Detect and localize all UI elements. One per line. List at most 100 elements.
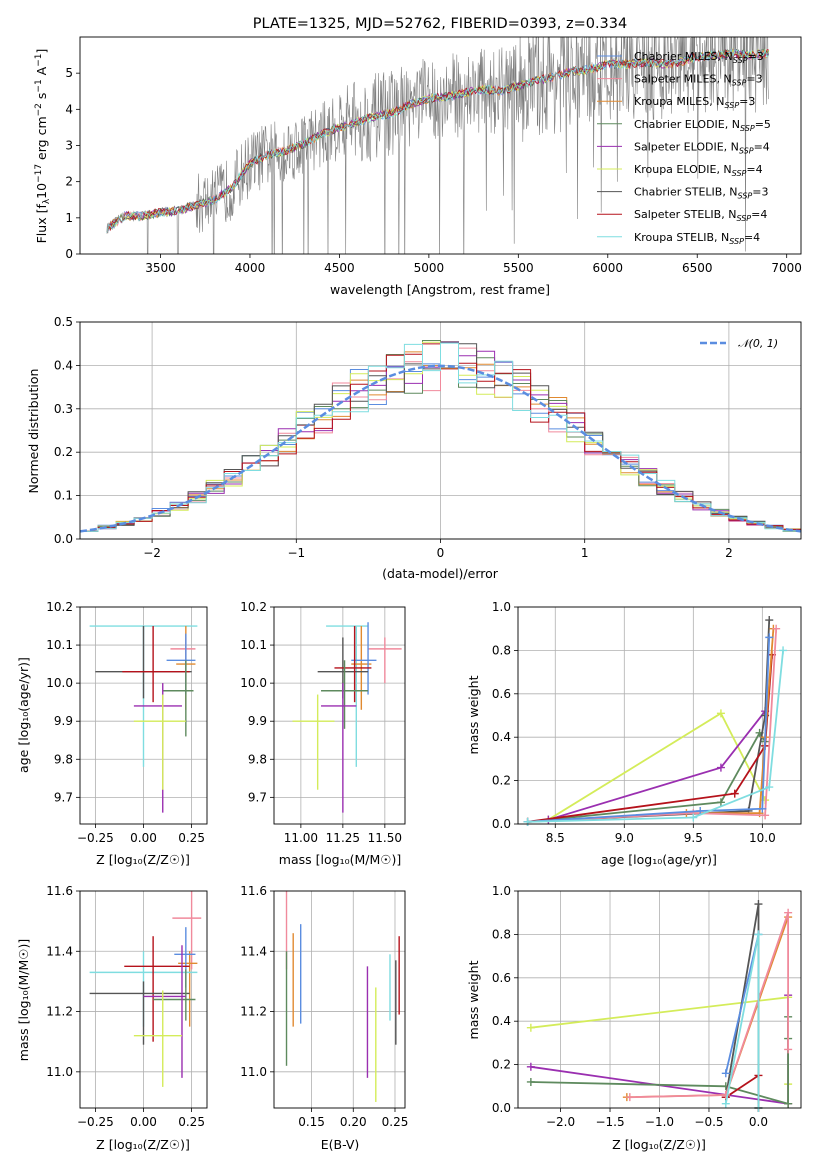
massweight-vs-Z-marker-salpeter-miles (784, 1045, 793, 1054)
mass-vs-Z-ylabel: mass [log₁₀(M/M☉)] (16, 939, 31, 1061)
residuals-panel: −2 −1 0 1 2 0.0 0.1 0.2 0.3 0.4 0.5 (data-model)/e… (26, 315, 802, 581)
spectrum-ytick-label: 3 (65, 139, 73, 153)
massweight-vs-Z-marker-salpeter-miles (721, 1090, 730, 1099)
spectrum-xtick-label: 4000 (235, 261, 266, 275)
residuals-frame (79, 321, 802, 540)
spectrum-xtick-label: 6000 (593, 261, 624, 275)
massweight-vs-Z-xtick-label: 0.0 (749, 1115, 768, 1129)
spectrum-title: PLATE=1325, MJD=52762, FIBERID=0393, z=0… (253, 16, 627, 32)
massweight-vs-age-line-kroupa-miles (527, 628, 775, 823)
massweight-vs-Z-marker-chabrier-elodie (526, 1077, 535, 1086)
massweight-vs-age-marker-chabrier-stelib (765, 616, 774, 625)
massweight-vs-age-ytick-label: 0.2 (492, 774, 511, 788)
massweight-vs-Z-ytick-label: 0.6 (492, 971, 511, 985)
massweight-vs-age-ytick-label: 0.6 (492, 687, 511, 701)
mass-vs-Z-ytick-label: 11.0 (46, 1065, 73, 1079)
normal-legend-label: 𝒩(0, 1) (738, 337, 778, 350)
age-vs-Z-xtick-label: 0.25 (178, 831, 205, 845)
massweight-vs-age-xlabel: age [log₁₀(age/yr)] (601, 852, 717, 867)
massweight-vs-age-ytick-label: 1.0 (492, 600, 511, 614)
legend-label-chabrier-miles: Chabrier MILES, NSSP=3 (634, 50, 764, 65)
spectrum-ytick-label: 1 (65, 211, 73, 225)
spectrum-ytick-label: 2 (65, 175, 73, 189)
massweight-vs-age-marker-kroupa-stelib (779, 646, 788, 655)
spectrum-xtick-label: 5000 (414, 261, 445, 275)
massweight-vs-Z-xtick-label: −1.0 (645, 1115, 674, 1129)
massweight-vs-Z-xlabel: Z [log₁₀(Z/Z☉)] (612, 1137, 706, 1152)
histogram-kroupa-stelib (80, 342, 801, 532)
legend-series-name: Salpeter ELODIE (634, 140, 724, 153)
massweight-vs-age-marker-chabrier-elodie (716, 798, 725, 807)
massweight-vs-Z-ytick-label: 0.2 (492, 1058, 511, 1072)
model-line-kroupa-stelib (106, 48, 770, 234)
massweight-vs-age-ylabel: mass weight (466, 675, 481, 754)
residuals-xtick-label: 0 (437, 546, 445, 560)
massweight-vs-age-xtick-label: 9.0 (615, 831, 634, 845)
age-vs-mass-frame (273, 606, 406, 825)
mass-vs-Z-xtick-label: 0.00 (130, 1115, 157, 1129)
legend-series-name: Kroupa MILES (634, 95, 709, 108)
age-vs-Z-ytick-label: 9.8 (54, 752, 73, 766)
mass-vs-Z-panel: −0.25 0.00 0.25 11.0 11.2 11.4 11.6 Z [log₁₀(Z… (16, 884, 208, 1152)
spectrum-ytick-label: 0 (65, 247, 73, 261)
spectrum-panel: PLATE=1325, MJD=52762, FIBERID=0393, z=0… (34, 16, 802, 297)
legend-nssp-value: 3 (761, 186, 768, 199)
residuals-ytick-label: 0.0 (54, 532, 73, 546)
massweight-vs-age-marker-chabrier-miles (696, 806, 705, 815)
massweight-vs-Z-xtick-label: −0.5 (694, 1115, 723, 1129)
massweight-vs-Z-marker-kroupa-elodie (526, 1023, 535, 1032)
mass-vs-Z-ytick-label: 11.2 (46, 1005, 73, 1019)
legend-series-name: Salpeter STELIB (634, 208, 721, 221)
age-vs-mass-panel: 11.00 11.25 11.50 9.7 9.8 9.9 10.0 10.1 10.2 mas… (240, 600, 406, 867)
mass-vs-EBV-xlabel: E(B-V) (321, 1137, 360, 1152)
spectrum-ytick-label: 5 (65, 66, 73, 80)
massweight-vs-Z-marker-kroupa-stelib (754, 930, 763, 939)
massweight-vs-Z-marker-salpeter-miles (625, 1093, 634, 1102)
massweight-vs-age-marker-chabrier-miles (765, 633, 774, 642)
legend-nssp-value: 4 (760, 208, 767, 221)
age-vs-mass-ytick-label: 10.2 (240, 600, 267, 614)
massweight-vs-age-frame (517, 606, 802, 825)
legend-label-kroupa-elodie: Kroupa ELODIE, NSSP=4 (634, 163, 763, 178)
model-line-salpeter-stelib (106, 49, 769, 234)
legend-nssp-value: 3 (748, 95, 755, 108)
massweight-vs-age-marker-chabrier-miles (758, 804, 767, 813)
residuals-xtick-label: 1 (581, 546, 589, 560)
mass-vs-Z-xtick-label: −0.25 (77, 1115, 114, 1129)
massweight-vs-Z-ytick-label: 0.0 (492, 1101, 511, 1115)
residuals-ytick-label: 0.5 (54, 315, 73, 329)
spectrum-xtick-label: 6500 (682, 261, 713, 275)
legend-series-name: Kroupa ELODIE (634, 163, 716, 176)
spectrum-xtick-label: 5500 (503, 261, 534, 275)
massweight-vs-age-xtick-label: 9.5 (684, 831, 703, 845)
legend-nssp-value: 3 (756, 73, 763, 86)
massweight-vs-age-xtick-label: 10.0 (749, 831, 776, 845)
mass-vs-EBV-xtick-label: 0.15 (298, 1115, 325, 1129)
legend-label-salpeter-stelib: Salpeter STELIB, NSSP=4 (634, 208, 767, 223)
mass-vs-Z-ytick-label: 11.6 (46, 884, 73, 898)
residuals-xtick-label: −1 (287, 546, 305, 560)
massweight-vs-Z-ytick-label: 1.0 (492, 884, 511, 898)
age-vs-mass-ytick-label: 10.1 (240, 638, 267, 652)
massweight-vs-age-ytick-label: 0.4 (492, 730, 511, 744)
legend-series-name: Chabrier STELIB (634, 186, 722, 199)
mass-vs-EBV-ytick-label: 11.4 (240, 944, 267, 958)
legend-nssp-value: 4 (756, 163, 763, 176)
age-vs-mass-xlabel: mass [log₁₀(M/M☉)] (279, 852, 401, 867)
massweight-vs-age-line-kroupa-stelib (527, 650, 784, 823)
legend-series-name: Kroupa STELIB (634, 231, 714, 244)
mass-vs-Z-frame (79, 890, 208, 1109)
massweight-vs-age-line-salpeter-miles (527, 628, 778, 823)
massweight-vs-age-line-chabrier-miles (527, 637, 771, 823)
mass-vs-EBV-ytick-label: 11.0 (240, 1065, 267, 1079)
age-vs-Z-ytick-label: 9.9 (54, 714, 73, 728)
massweight-vs-Z-ytick-label: 0.4 (492, 1014, 511, 1028)
legend-series-name: Chabrier MILES (634, 50, 718, 63)
massweight-vs-age-marker-salpeter-miles (772, 624, 781, 633)
massweight-vs-Z-marker-chabrier-elodie (784, 1099, 793, 1108)
legend-label-kroupa-miles: Kroupa MILES, NSSP=3 (634, 95, 755, 110)
massweight-vs-Z-xtick-label: −2.0 (546, 1115, 575, 1129)
mass-vs-Z-xlabel: Z [log₁₀(Z/Z☉)] (96, 1137, 190, 1152)
age-vs-Z-panel: −0.25 0.00 0.25 9.7 9.8 9.9 10.0 10.1 10.2 Z [lo… (16, 600, 208, 867)
massweight-vs-Z-marker-kroupa-stelib (721, 1099, 730, 1108)
